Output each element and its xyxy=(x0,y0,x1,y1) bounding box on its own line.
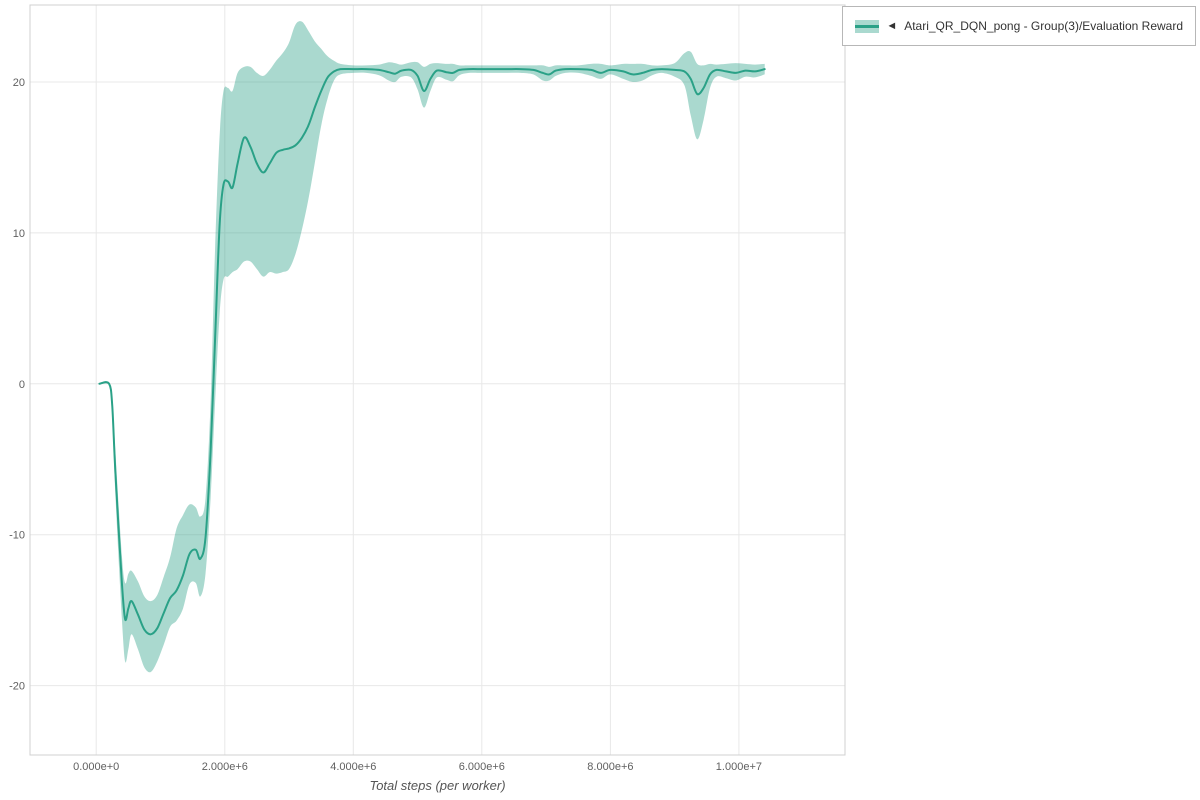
series-line xyxy=(98,67,766,636)
gridlines xyxy=(30,5,845,755)
x-tick-labels: 0.000e+0 2.000e+6 4.000e+6 6.000e+6 8.000e+6… xyxy=(73,761,762,773)
svg-text:20: 20 xyxy=(13,77,25,89)
legend-label: Atari_QR_DQN_pong - Group(3)/Evaluation … xyxy=(904,19,1183,33)
plot-border xyxy=(29,4,846,756)
x-axis-label: Total steps (per worker) xyxy=(369,778,505,793)
svg-text:6.000e+6: 6.000e+6 xyxy=(459,761,505,773)
svg-text:-10: -10 xyxy=(9,530,25,542)
svg-text:10: 10 xyxy=(13,228,25,240)
svg-text:2.000e+6: 2.000e+6 xyxy=(202,761,248,773)
svg-text:8.000e+6: 8.000e+6 xyxy=(587,761,633,773)
svg-text:4.000e+6: 4.000e+6 xyxy=(330,761,376,773)
series-band xyxy=(99,21,765,673)
legend[interactable]: ◄ Atari_QR_DQN_pong - Group(3)/Evaluatio… xyxy=(842,6,1196,46)
svg-text:-20: -20 xyxy=(9,681,25,693)
legend-swatch-band xyxy=(855,19,880,33)
svg-text:1.000e+7: 1.000e+7 xyxy=(716,761,762,773)
legend-marker-icon: ◄ xyxy=(886,19,898,32)
svg-text:0.000e+0: 0.000e+0 xyxy=(73,761,119,773)
y-tick-labels: -20 -10 0 10 20 xyxy=(9,77,25,693)
svg-text:0: 0 xyxy=(19,379,25,391)
legend-swatch-line xyxy=(855,24,880,28)
